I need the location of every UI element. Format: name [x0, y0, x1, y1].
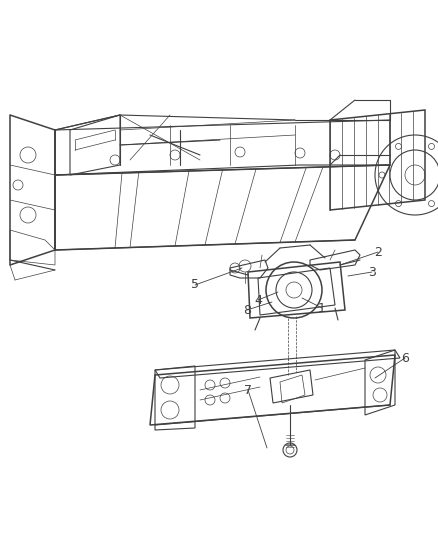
- Text: 8: 8: [243, 303, 251, 317]
- Text: 6: 6: [401, 351, 409, 365]
- Text: 4: 4: [254, 294, 262, 306]
- Text: 5: 5: [191, 279, 199, 292]
- Text: 3: 3: [368, 265, 376, 279]
- Text: 7: 7: [244, 384, 252, 397]
- Text: 2: 2: [374, 246, 382, 259]
- Text: 1: 1: [318, 302, 326, 314]
